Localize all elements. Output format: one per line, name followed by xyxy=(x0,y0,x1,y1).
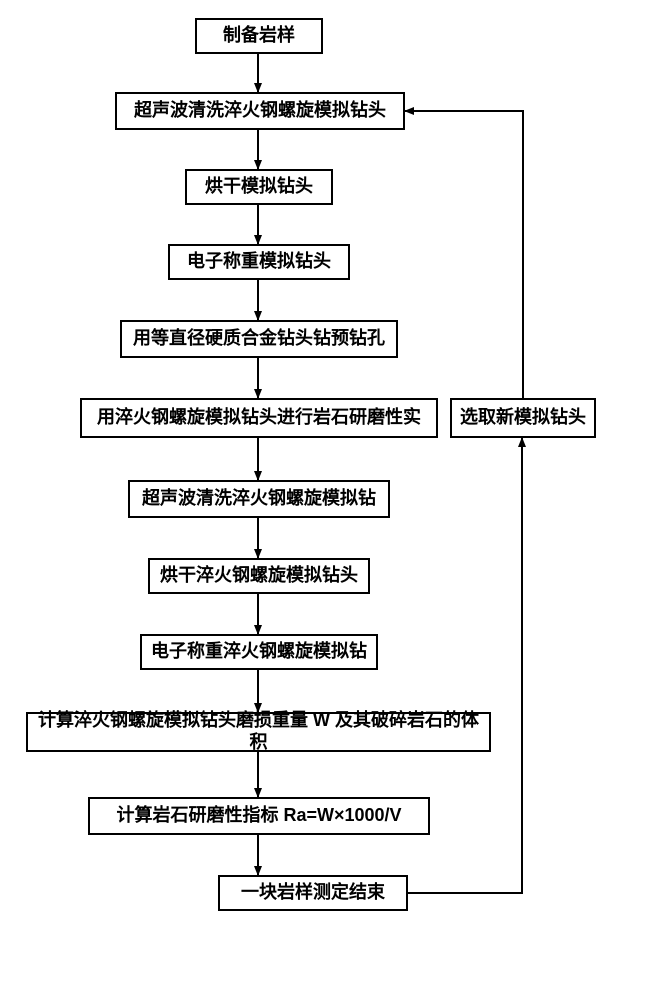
flow-node-label: 用淬火钢螺旋模拟钻头进行岩石研磨性实 xyxy=(97,407,421,429)
flow-node-label: 计算淬火钢螺旋模拟钻头磨损重量 W 及其破碎岩石的体积 xyxy=(36,710,481,753)
flow-node-n11: 计算岩石研磨性指标 Ra=W×1000/V xyxy=(88,797,430,835)
flow-node-n12: 一块岩样测定结束 xyxy=(218,875,408,911)
flow-node-label: 电子称重淬火钢螺旋模拟钻 xyxy=(151,641,367,663)
flow-node-n9: 电子称重淬火钢螺旋模拟钻 xyxy=(140,634,378,670)
flow-node-label: 制备岩样 xyxy=(223,25,295,47)
flow-node-n8: 烘干淬火钢螺旋模拟钻头 xyxy=(148,558,370,594)
flow-node-n4: 电子称重模拟钻头 xyxy=(168,244,350,280)
flow-node-s1: 选取新模拟钻头 xyxy=(450,398,596,438)
flow-node-label: 一块岩样测定结束 xyxy=(241,882,385,904)
flow-node-label: 选取新模拟钻头 xyxy=(460,407,586,429)
flow-node-n7: 超声波清洗淬火钢螺旋模拟钻 xyxy=(128,480,390,518)
flow-node-n2: 超声波清洗淬火钢螺旋模拟钻头 xyxy=(115,92,405,130)
flow-node-n6: 用淬火钢螺旋模拟钻头进行岩石研磨性实 xyxy=(80,398,438,438)
flow-node-n1: 制备岩样 xyxy=(195,18,323,54)
flow-node-label: 电子称重模拟钻头 xyxy=(187,251,331,273)
flow-node-n3: 烘干模拟钻头 xyxy=(185,169,333,205)
flow-node-label: 超声波清洗淬火钢螺旋模拟钻 xyxy=(142,488,376,510)
flow-node-n5: 用等直径硬质合金钻头钻预钻孔 xyxy=(120,320,398,358)
flow-node-label: 烘干模拟钻头 xyxy=(205,176,313,198)
flow-node-label: 超声波清洗淬火钢螺旋模拟钻头 xyxy=(134,100,386,122)
flow-node-label: 计算岩石研磨性指标 Ra=W×1000/V xyxy=(116,805,401,827)
flow-node-label: 烘干淬火钢螺旋模拟钻头 xyxy=(160,565,358,587)
flow-node-n10: 计算淬火钢螺旋模拟钻头磨损重量 W 及其破碎岩石的体积 xyxy=(26,712,491,752)
flow-node-label: 用等直径硬质合金钻头钻预钻孔 xyxy=(133,328,385,350)
